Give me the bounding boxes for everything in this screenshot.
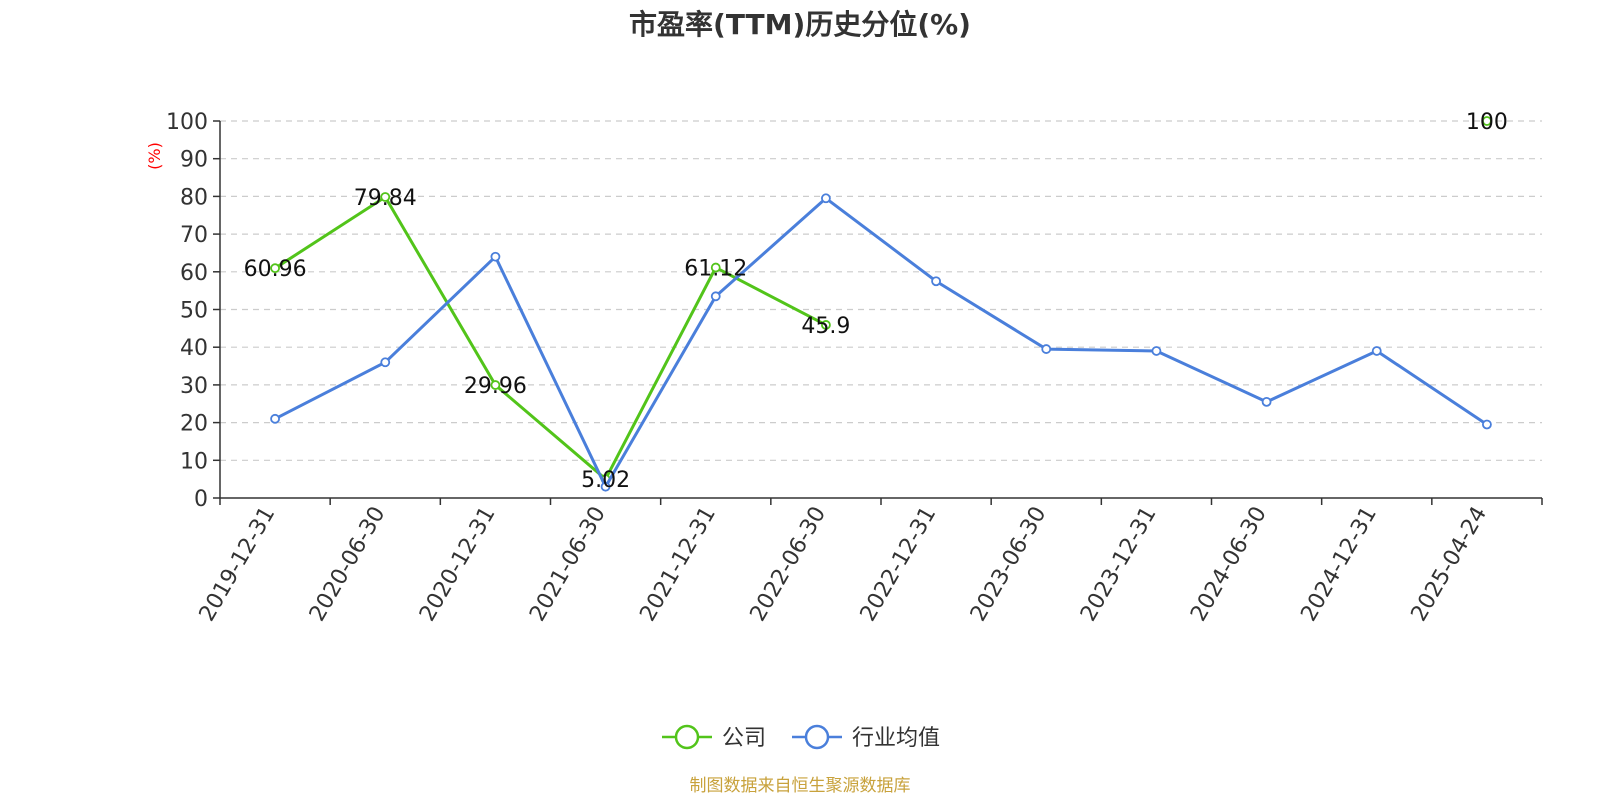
x-tick-label: 2025-04-24	[1407, 503, 1493, 626]
series-line-0	[274, 195, 827, 481]
x-tick-label: 2021-12-31	[635, 503, 721, 626]
data-point-0	[270, 263, 280, 274]
data-point-0	[380, 192, 391, 202]
y-tick-label: 90	[180, 148, 208, 173]
chart-title: 市盈率(TTM)历史分位(%)	[629, 8, 971, 41]
x-tick-label: 2024-12-31	[1296, 503, 1382, 626]
legend-marker-1	[804, 724, 830, 750]
series-lines	[270, 116, 1492, 492]
legend-label-0: 公司	[722, 726, 766, 751]
data-point-1	[490, 251, 501, 262]
x-tick-label: 2020-06-30	[305, 503, 391, 626]
x-tick-label: 2022-06-30	[746, 503, 832, 626]
data-point-1	[1041, 344, 1052, 354]
data-point-0	[1482, 116, 1492, 126]
data-label: 5.02	[581, 468, 630, 493]
legend-label-1: 行业均值	[852, 726, 940, 751]
data-point-1	[821, 193, 831, 204]
y-tick-label: 20	[180, 412, 208, 437]
y-tick-label: 10	[180, 449, 208, 474]
data-point-0	[490, 380, 501, 390]
data-point-1	[1482, 419, 1492, 430]
data-point-1	[931, 276, 941, 287]
data-point-1	[710, 291, 721, 302]
axes	[213, 120, 1543, 505]
x-tick-label: 2019-12-31	[195, 503, 281, 626]
legend: 公司 行业均值	[662, 724, 940, 751]
x-tick-label: 2022-12-31	[856, 502, 942, 625]
data-label: 61.12	[684, 257, 747, 282]
data-point-1	[270, 413, 280, 424]
x-tick-label: 2023-06-30	[966, 503, 1052, 626]
x-tick-label: 2020-12-31	[415, 502, 501, 625]
y-tick-label: 50	[180, 299, 208, 324]
data-point-1	[380, 357, 391, 368]
data-point-0	[821, 320, 831, 330]
y-tick-label: 40	[180, 336, 208, 361]
data-point-1	[600, 481, 611, 492]
y-axis-label: (%)	[145, 142, 164, 170]
y-tick-label: 30	[180, 374, 208, 399]
source-note: 制图数据来自恒生聚源数据库	[690, 776, 911, 796]
data-label: 100	[1466, 110, 1508, 135]
data-point-0	[710, 262, 721, 273]
y-tick-labels: 0 10 20 30 40 50 60 70 80 90 100	[166, 110, 208, 512]
y-tick-label: 80	[180, 185, 208, 210]
data-point-1	[1151, 346, 1162, 356]
grid-lines	[220, 120, 1542, 461]
data-label: 60.96	[244, 257, 307, 282]
x-tick-label: 2023-12-31	[1076, 503, 1162, 626]
data-label: 79.84	[354, 186, 417, 211]
data-point-1	[1261, 396, 1272, 407]
legend-marker-0	[674, 724, 700, 750]
x-tick-label: 2021-06-30	[525, 503, 611, 626]
y-tick-label: 60	[180, 261, 208, 286]
data-label: 45.9	[801, 314, 850, 339]
x-tick-labels: 2019-12-31 2020-06-30 2020-12-31 2021-06-30…	[195, 502, 1492, 625]
data-labels: 60.96 79.84 29.96 5.02 61.12 45.9 100	[244, 110, 1508, 493]
data-point-1	[1371, 346, 1382, 356]
x-tick-label: 2024-06-30	[1186, 503, 1272, 626]
y-tick-label: 100	[166, 110, 208, 135]
data-label: 29.96	[464, 374, 527, 399]
y-tick-label: 0	[194, 487, 208, 512]
series-line-1	[274, 196, 1488, 489]
y-tick-label: 70	[180, 223, 208, 248]
